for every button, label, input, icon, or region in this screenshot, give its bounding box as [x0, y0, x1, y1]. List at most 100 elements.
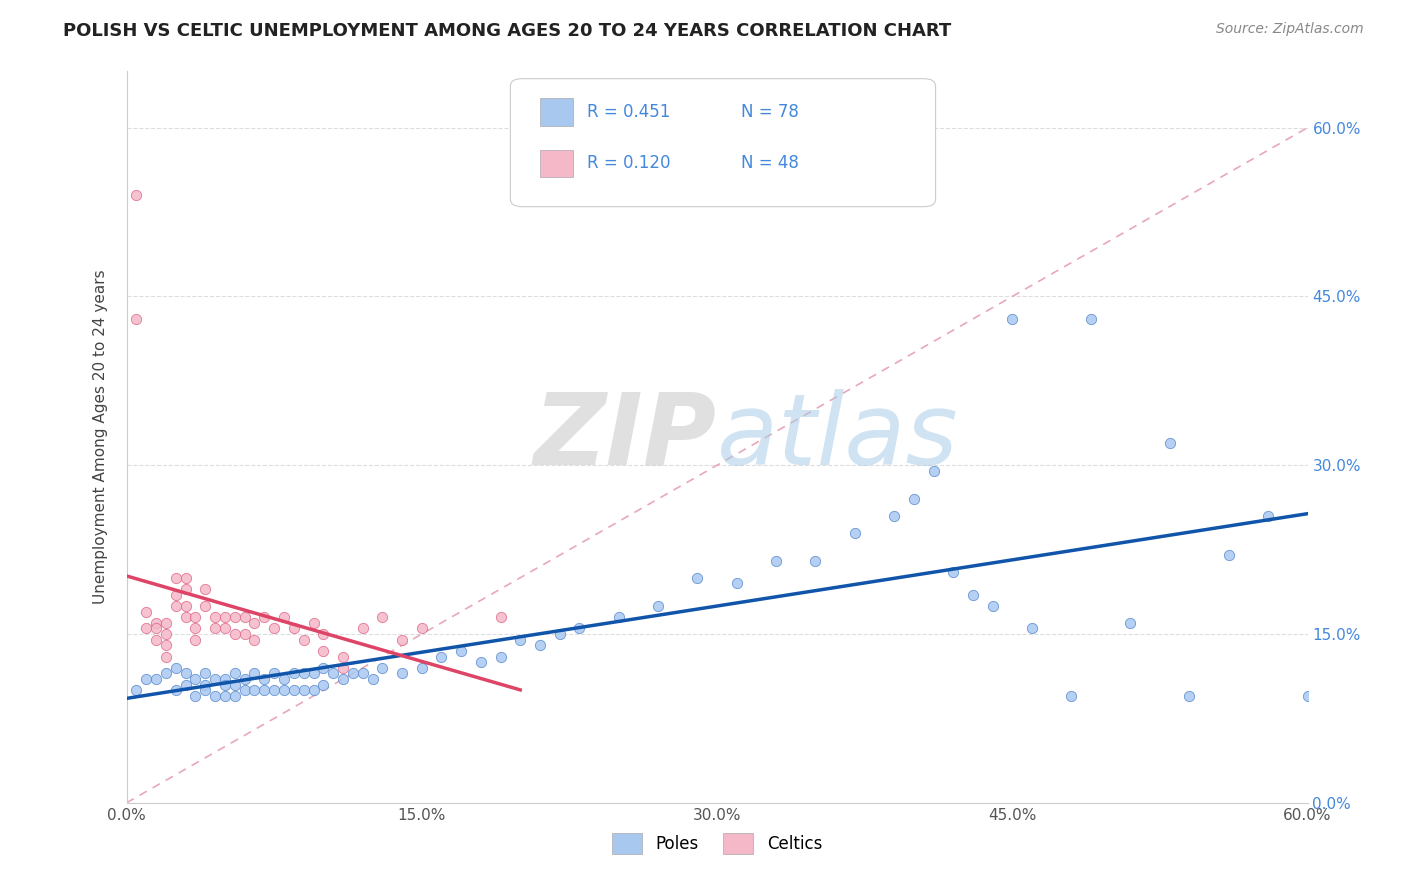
- Point: [155, 666, 177, 681]
- Point: [903, 491, 925, 506]
- Point: [145, 615, 167, 630]
- Point: [174, 571, 197, 585]
- Text: R = 0.120: R = 0.120: [588, 153, 671, 172]
- Point: [411, 661, 433, 675]
- Text: N = 48: N = 48: [741, 153, 799, 172]
- Point: [194, 683, 217, 698]
- Point: [568, 621, 591, 635]
- Point: [253, 610, 276, 624]
- Point: [962, 588, 984, 602]
- Point: [548, 627, 571, 641]
- Point: [184, 632, 207, 647]
- Point: [125, 683, 148, 698]
- Point: [1218, 548, 1240, 562]
- Point: [194, 599, 217, 613]
- Point: [174, 582, 197, 596]
- Point: [273, 610, 295, 624]
- Text: POLISH VS CELTIC UNEMPLOYMENT AMONG AGES 20 TO 24 YEARS CORRELATION CHART: POLISH VS CELTIC UNEMPLOYMENT AMONG AGES…: [63, 22, 952, 40]
- Point: [135, 605, 157, 619]
- Point: [1178, 689, 1201, 703]
- Point: [214, 678, 236, 692]
- Point: [411, 621, 433, 635]
- Point: [312, 627, 335, 641]
- Point: [332, 649, 354, 664]
- Point: [391, 632, 413, 647]
- Point: [155, 638, 177, 652]
- Point: [184, 621, 207, 635]
- Text: R = 0.451: R = 0.451: [588, 103, 671, 120]
- Point: [607, 610, 630, 624]
- Bar: [540, 98, 574, 127]
- Point: [1021, 621, 1043, 635]
- Point: [233, 683, 256, 698]
- Point: [145, 621, 167, 635]
- Point: [371, 661, 394, 675]
- Point: [243, 666, 266, 681]
- Point: [135, 621, 157, 635]
- Point: [1296, 689, 1319, 703]
- Point: [1119, 615, 1142, 630]
- Point: [1001, 312, 1024, 326]
- Point: [145, 672, 167, 686]
- Y-axis label: Unemployment Among Ages 20 to 24 years: Unemployment Among Ages 20 to 24 years: [93, 269, 108, 605]
- Point: [174, 666, 197, 681]
- Point: [263, 683, 285, 698]
- Point: [844, 525, 866, 540]
- Point: [155, 649, 177, 664]
- Point: [470, 655, 492, 669]
- Point: [174, 678, 197, 692]
- Point: [332, 672, 354, 686]
- Point: [194, 582, 217, 596]
- Point: [253, 672, 276, 686]
- Point: [233, 672, 256, 686]
- Text: Source: ZipAtlas.com: Source: ZipAtlas.com: [1216, 22, 1364, 37]
- FancyBboxPatch shape: [510, 78, 935, 207]
- Point: [155, 615, 177, 630]
- Point: [263, 621, 285, 635]
- Point: [135, 672, 157, 686]
- Point: [489, 610, 512, 624]
- Point: [529, 638, 551, 652]
- Point: [283, 621, 305, 635]
- Point: [145, 632, 167, 647]
- Point: [883, 508, 905, 523]
- Text: N = 78: N = 78: [741, 103, 799, 120]
- Text: atlas: atlas: [717, 389, 959, 485]
- Point: [352, 666, 374, 681]
- Point: [224, 627, 246, 641]
- Point: [174, 610, 197, 624]
- Point: [922, 464, 945, 478]
- Point: [371, 610, 394, 624]
- Point: [125, 312, 148, 326]
- Point: [204, 672, 226, 686]
- Point: [194, 666, 217, 681]
- Point: [509, 632, 531, 647]
- Point: [204, 689, 226, 703]
- Point: [804, 554, 827, 568]
- Point: [184, 689, 207, 703]
- Point: [224, 666, 246, 681]
- Point: [342, 666, 364, 681]
- Point: [233, 627, 256, 641]
- Point: [233, 610, 256, 624]
- Point: [283, 666, 305, 681]
- Point: [489, 649, 512, 664]
- Point: [125, 188, 148, 202]
- Point: [155, 627, 177, 641]
- Point: [243, 683, 266, 698]
- Point: [647, 599, 669, 613]
- Point: [302, 683, 325, 698]
- Point: [322, 666, 344, 681]
- Point: [1159, 435, 1181, 450]
- Point: [214, 689, 236, 703]
- Point: [194, 678, 217, 692]
- Point: [165, 683, 187, 698]
- Point: [273, 683, 295, 698]
- Point: [332, 661, 354, 675]
- Point: [273, 672, 295, 686]
- Point: [312, 678, 335, 692]
- Point: [224, 678, 246, 692]
- Point: [184, 610, 207, 624]
- Point: [686, 571, 709, 585]
- Point: [224, 689, 246, 703]
